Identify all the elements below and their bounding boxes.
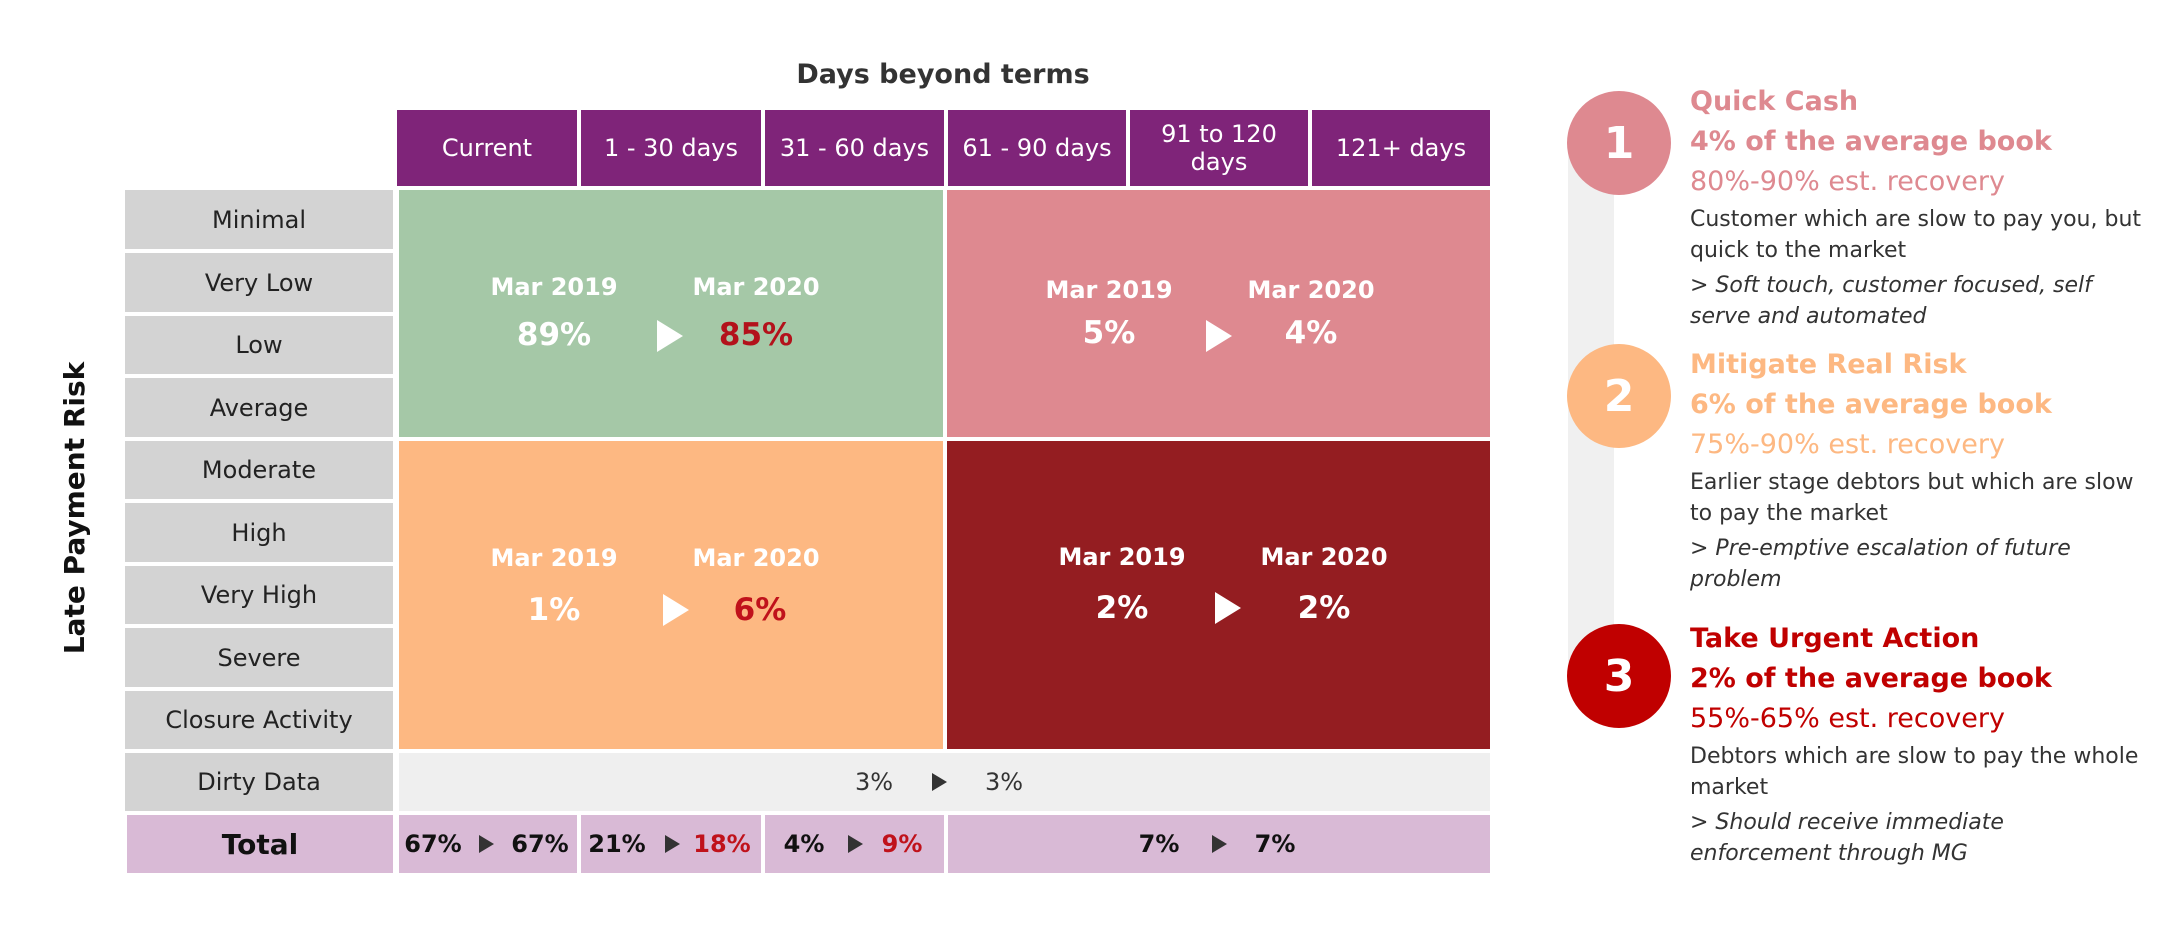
arrow-right-icon	[665, 835, 680, 853]
quadrant-from-label: Mar 2019	[490, 273, 618, 301]
quadrant-quick-cash-overdue: Mar 2019 Mar 2020 5% 4%	[947, 190, 1490, 437]
arrow-right-icon	[932, 773, 947, 791]
y-axis-label: Late Payment Risk	[57, 361, 91, 655]
legend-circle-2: 2	[1567, 344, 1671, 448]
legend-subtitle: 4% of the average book	[1690, 126, 2052, 157]
quadrant-from-label: Mar 2019	[490, 544, 618, 572]
legend-recovery: 55%-65% est. recovery	[1690, 703, 2005, 734]
arrow-right-icon	[848, 835, 863, 853]
quadrant-mitigate-risk: Mar 2019 Mar 2020 1% 6%	[399, 441, 943, 749]
legend-item-urgent-action: Take Urgent Action 2% of the average boo…	[1690, 619, 2150, 869]
quadrant-quick-cash-current: Mar 2019 Mar 2020 89% 85%	[399, 190, 943, 437]
quadrant-to-label: Mar 2020	[1247, 276, 1375, 304]
legend-subtitle: 6% of the average book	[1690, 389, 2052, 420]
quadrant-to-value: 4%	[1284, 315, 1338, 351]
row-label-very-high: Very High	[125, 566, 393, 624]
total-from: 67%	[404, 830, 462, 858]
total-to: 9%	[881, 830, 923, 858]
col-header-1-30: 1 - 30 days	[581, 110, 761, 186]
quadrant-to-value: 6%	[733, 592, 787, 628]
row-label-dirty-data: Dirty Data	[125, 753, 393, 811]
dirty-data-to: 3%	[984, 768, 1024, 796]
row-label-moderate: Moderate	[125, 441, 393, 499]
total-cell-31-60: 4% 9%	[765, 815, 944, 873]
legend-action: > Pre-emptive escalation of future probl…	[1690, 536, 2071, 592]
row-label-severe: Severe	[125, 628, 393, 687]
row-label-very-low: Very Low	[125, 253, 393, 312]
arrow-right-icon	[1206, 320, 1232, 352]
row-label-low: Low	[125, 316, 393, 374]
legend-description: Debtors which are slow to pay the whole …	[1690, 744, 2139, 800]
quadrant-from-value: 89%	[516, 317, 592, 353]
legend-recovery: 80%-90% est. recovery	[1690, 166, 2005, 197]
legend-title: Take Urgent Action	[1690, 623, 1980, 654]
arrow-right-icon	[663, 594, 689, 626]
dirty-data-from: 3%	[854, 768, 894, 796]
quadrant-from-value: 1%	[527, 592, 581, 628]
dirty-data-row: 3% 3%	[399, 753, 1490, 811]
total-cell-current: 67% 67%	[399, 815, 577, 873]
legend-title: Quick Cash	[1690, 86, 1859, 117]
total-cell-61-plus: 7% 7%	[948, 815, 1490, 873]
legend-item-quick-cash: Quick Cash 4% of the average book 80%-90…	[1690, 82, 2150, 332]
arrow-right-icon	[1212, 835, 1227, 853]
chart-title: Days beyond terms	[796, 58, 1090, 90]
legend-circle-3: 3	[1567, 624, 1671, 728]
legend-item-mitigate-risk: Mitigate Real Risk 6% of the average boo…	[1690, 345, 2150, 595]
legend-action: > Should receive immediate enforcement t…	[1690, 810, 2004, 866]
total-to: 18%	[693, 830, 751, 858]
legend-title: Mitigate Real Risk	[1690, 349, 1967, 380]
legend-action: > Soft touch, customer focused, self ser…	[1690, 273, 2092, 329]
quadrant-from-label: Mar 2019	[1045, 276, 1173, 304]
row-label-total: Total	[127, 815, 393, 873]
legend-subtitle: 2% of the average book	[1690, 663, 2052, 694]
row-label-minimal: Minimal	[125, 190, 393, 249]
row-label-average: Average	[125, 378, 393, 437]
row-label-high: High	[125, 503, 393, 562]
quadrant-to-value: 2%	[1297, 590, 1351, 626]
total-to: 67%	[511, 830, 569, 858]
legend-recovery: 75%-90% est. recovery	[1690, 429, 2005, 460]
col-header-current: Current	[397, 110, 577, 186]
legend-description: Earlier stage debtors but which are slow…	[1690, 470, 2134, 526]
arrow-right-icon	[479, 835, 494, 853]
total-from: 21%	[588, 830, 646, 858]
arrow-right-icon	[657, 320, 683, 352]
quadrant-from-value: 2%	[1095, 590, 1149, 626]
col-header-61-90: 61 - 90 days	[948, 110, 1126, 186]
col-header-91-120: 91 to 120 days	[1130, 110, 1308, 186]
arrow-right-icon	[1215, 592, 1241, 624]
col-header-31-60: 31 - 60 days	[765, 110, 944, 186]
quadrant-to-label: Mar 2020	[692, 273, 820, 301]
total-to: 7%	[1254, 830, 1296, 858]
total-from: 4%	[783, 830, 825, 858]
legend-circle-1: 1	[1567, 91, 1671, 195]
legend-description: Customer which are slow to pay you, but …	[1690, 207, 2142, 263]
quadrant-to-label: Mar 2020	[1260, 543, 1388, 571]
total-cell-1-30: 21% 18%	[581, 815, 761, 873]
total-from: 7%	[1138, 830, 1180, 858]
quadrant-urgent-action: Mar 2019 Mar 2020 2% 2%	[947, 441, 1490, 749]
quadrant-to-value: 85%	[718, 317, 794, 353]
row-label-closure-activity: Closure Activity	[125, 691, 393, 749]
col-header-121-plus: 121+ days	[1312, 110, 1490, 186]
quadrant-from-label: Mar 2019	[1058, 543, 1186, 571]
quadrant-from-value: 5%	[1082, 315, 1136, 351]
quadrant-to-label: Mar 2020	[692, 544, 820, 572]
